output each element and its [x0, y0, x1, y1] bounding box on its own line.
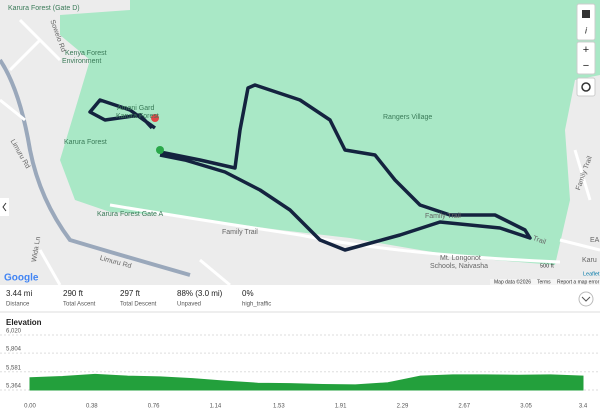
- x-tick-label: 0.00: [24, 404, 36, 410]
- expand-button[interactable]: [578, 291, 594, 307]
- map-label: Family Trail: [222, 229, 258, 236]
- map-label: Karura Forest: [64, 139, 107, 146]
- chart-title: Elevation: [6, 318, 42, 327]
- info-button[interactable]: i: [585, 25, 588, 35]
- locate-button[interactable]: [576, 77, 596, 97]
- x-tick-label: 1.14: [210, 404, 222, 410]
- x-tick-label: 3.05: [520, 404, 532, 410]
- map-label: Schools, Naivasha: [430, 263, 488, 270]
- y-tick-label: 5,581: [6, 365, 22, 371]
- map[interactable]: Karura Forest (Gate D) Kenya Forest Envi…: [0, 0, 600, 287]
- scale: 500 ft: [540, 263, 554, 269]
- attribution[interactable]: Report a map error: [557, 279, 600, 285]
- stat-value: 0%: [242, 289, 254, 298]
- attribution[interactable]: Terms: [537, 279, 551, 285]
- google-logo: Google: [4, 273, 39, 284]
- stats: 3.44 mi Distance 290 ft Total Ascent 297 ft T…: [6, 289, 271, 307]
- x-tick-label: 3.4: [579, 404, 588, 410]
- stat-label: Total Ascent: [63, 302, 96, 308]
- stat-value: 88% (3.0 mi): [177, 289, 223, 298]
- x-tick-label: 2.67: [458, 404, 470, 410]
- x-tick-label: 0.38: [86, 404, 98, 410]
- map-label: Karura Forest: [116, 113, 159, 120]
- map-label: Karura Forest (Gate D): [8, 5, 80, 12]
- map-label: Mt. Longonot: [440, 255, 481, 262]
- zoom-in[interactable]: +: [583, 44, 589, 56]
- elevation-area: [29, 373, 584, 391]
- map-label: Kenya Forest: [65, 50, 107, 57]
- stat-label: Distance: [6, 302, 30, 308]
- zoom-out[interactable]: −: [583, 60, 589, 72]
- collapse-button[interactable]: [0, 198, 9, 216]
- stat-label: Unpaved: [177, 302, 201, 308]
- map-label: Karura Forest Gate A: [97, 211, 163, 218]
- map-label: Amani Gard: [117, 105, 154, 112]
- map-label: Trail: [532, 235, 547, 246]
- x-tick-label: 1.91: [335, 404, 347, 410]
- leaflet-link[interactable]: Leaflet: [583, 271, 600, 277]
- x-tick-label: 0.76: [148, 404, 160, 410]
- stat-value: 290 ft: [63, 289, 84, 298]
- y-tick-label: 6,020: [6, 329, 22, 335]
- map-label: Family Trail: [425, 213, 461, 220]
- stat-value: 297 ft: [120, 289, 141, 298]
- attribution: Map data ©2026: [494, 278, 531, 285]
- map-label: EA: [590, 237, 600, 244]
- map-label: Environment: [62, 58, 101, 65]
- elevation-chart: 5,364 5,581 5,804 6,020 0.00 0.38 0.76 1.14 1.53…: [0, 329, 600, 410]
- y-tick-label: 5,364: [6, 384, 22, 390]
- stat-label: Total Descent: [120, 302, 157, 308]
- x-tick-label: 2.29: [397, 404, 409, 410]
- stat-label: high_traffic: [242, 302, 271, 308]
- map-label: Karu: [582, 257, 597, 264]
- map-label: Rangers Village: [383, 114, 432, 121]
- stat-value: 3.44 mi: [6, 289, 32, 298]
- x-tick-label: 1.53: [273, 404, 285, 410]
- map-label: Wida Ln: [31, 236, 42, 263]
- y-tick-label: 5,804: [6, 347, 22, 353]
